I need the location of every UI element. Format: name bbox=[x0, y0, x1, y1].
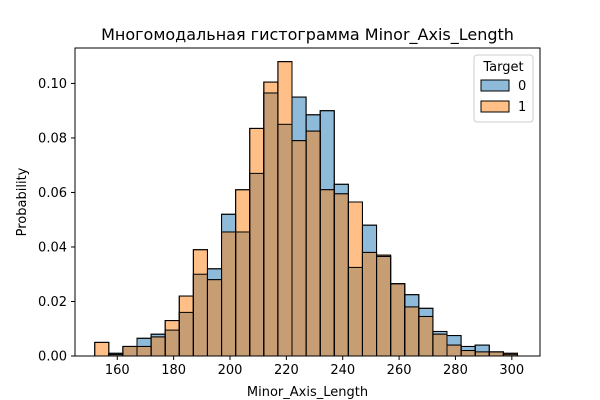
bar-overlap bbox=[432, 334, 447, 356]
x-tick-label: 180 bbox=[161, 363, 186, 378]
bar-overlap bbox=[179, 312, 194, 356]
bar-overlap bbox=[348, 267, 363, 356]
chart-title: Многомодальная гистограмма Minor_Axis_Le… bbox=[101, 25, 514, 45]
x-tick-label: 260 bbox=[387, 363, 412, 378]
bar-overlap bbox=[404, 306, 419, 356]
legend-label-series-0: 0 bbox=[518, 79, 526, 94]
legend-label-series-1: 1 bbox=[518, 100, 526, 115]
bar-overlap bbox=[418, 316, 433, 356]
y-tick-label: 0.08 bbox=[38, 131, 67, 146]
bar-overlap bbox=[137, 346, 152, 356]
bar-overlap bbox=[320, 189, 335, 356]
bar-overlap bbox=[306, 131, 321, 356]
legend-title: Target bbox=[482, 60, 523, 75]
bar-overlap bbox=[151, 336, 166, 356]
bar-overlap bbox=[292, 140, 307, 356]
y-tick-label: 0.10 bbox=[38, 77, 67, 92]
bar-overlap bbox=[207, 279, 222, 356]
y-tick-label: 0.04 bbox=[38, 240, 67, 255]
x-tick-label: 280 bbox=[443, 363, 468, 378]
y-tick-label: 0.02 bbox=[38, 295, 67, 310]
y-tick-label: 0.06 bbox=[38, 186, 67, 201]
bar-overlap bbox=[249, 173, 264, 356]
x-axis-label: Minor_Axis_Length bbox=[247, 385, 368, 400]
bar-overlap bbox=[503, 354, 518, 356]
legend-swatch-series-1 bbox=[480, 100, 510, 113]
y-axis-label: Probability bbox=[15, 167, 30, 236]
x-tick-label: 200 bbox=[218, 363, 243, 378]
bar-overlap bbox=[277, 124, 292, 357]
bar-overlap bbox=[165, 330, 180, 356]
x-tick-label: 300 bbox=[499, 363, 524, 378]
x-tick-label: 160 bbox=[105, 363, 130, 378]
bar-overlap bbox=[235, 231, 250, 356]
legend: Target 0 1 bbox=[473, 54, 534, 123]
bar-overlap bbox=[221, 231, 236, 356]
bar-overlap bbox=[489, 351, 504, 356]
bar-overlap bbox=[193, 274, 208, 356]
x-tick-label: 220 bbox=[274, 363, 299, 378]
bar-series-1 bbox=[94, 341, 110, 357]
bar-overlap bbox=[475, 351, 490, 356]
y-tick-label: 0.00 bbox=[38, 350, 67, 365]
bar-overlap bbox=[334, 193, 349, 356]
bar-overlap bbox=[376, 256, 391, 356]
bar-overlap bbox=[447, 345, 462, 356]
bar-overlap bbox=[263, 92, 278, 356]
bar-overlap bbox=[108, 354, 123, 356]
bar-overlap bbox=[461, 350, 476, 356]
overlap-bars bbox=[94, 61, 518, 357]
bar-overlap bbox=[122, 346, 137, 356]
plot-frame bbox=[74, 47, 541, 357]
bar-overlap bbox=[390, 283, 405, 356]
x-tick-label: 240 bbox=[330, 363, 355, 378]
y-axis: 0.00 0.02 0.04 0.06 0.08 0.10 bbox=[38, 77, 75, 365]
legend-swatch-series-0 bbox=[480, 79, 510, 92]
bar-overlap bbox=[362, 252, 377, 356]
x-axis: 160 180 200 220 240 260 280 300 bbox=[105, 356, 524, 378]
